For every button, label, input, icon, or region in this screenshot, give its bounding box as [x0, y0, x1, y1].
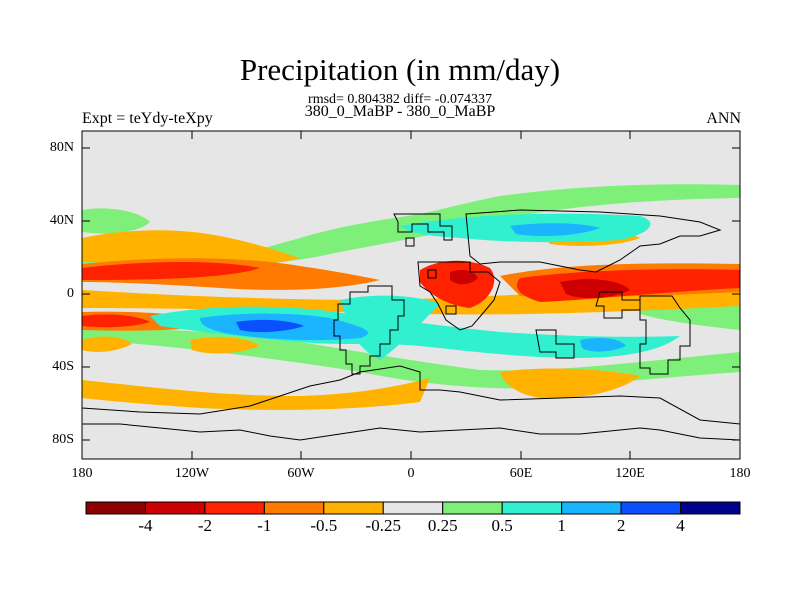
coast-north-america — [393, 213, 453, 241]
colorbar-label: -0.25 — [365, 516, 401, 535]
contour-orange-blob2 — [82, 336, 132, 352]
lon-tick-120w: 120W — [174, 466, 210, 481]
precip-contours — [82, 184, 740, 410]
contour-blue-north — [510, 223, 600, 236]
colorbar-swatch — [501, 501, 563, 515]
colorbar-swatch — [442, 501, 503, 515]
colorbar-label: -4 — [138, 516, 153, 535]
colorbar-swatch — [680, 501, 741, 515]
colorbar-swatch — [561, 501, 622, 515]
lon-tick-180-west: 180 — [71, 466, 93, 481]
colorbar-swatch — [263, 501, 325, 515]
colorbar-label: 2 — [616, 516, 626, 535]
lat-tick-80s: 80S — [52, 432, 74, 447]
colorbar-label: -1 — [257, 516, 272, 535]
coastlines — [82, 209, 740, 441]
coast-small-islands — [405, 237, 457, 315]
colorbar-swatch — [620, 501, 682, 515]
coast-antarctica — [82, 365, 740, 441]
colorbar-swatch — [85, 501, 146, 515]
colorbar-swatch — [323, 501, 384, 515]
coast-africa — [417, 261, 501, 331]
contour-orange-sh2 — [500, 368, 640, 399]
lat-tick-0: 0 — [67, 286, 74, 301]
season-label: ANN — [706, 110, 741, 127]
coast-australia — [639, 295, 691, 375]
contour-red-west — [82, 262, 260, 280]
contour-blue-se — [580, 338, 626, 352]
lon-tick-120e: 120E — [615, 466, 645, 481]
coast-south-america — [333, 285, 405, 375]
colorbar-label: 0.25 — [427, 516, 458, 535]
colorbar-label: 1 — [557, 516, 566, 535]
contour-darkblue — [236, 319, 304, 333]
axis-ticks — [82, 131, 740, 459]
rmsd-diff-stats: rmsd= 0.804382 diff= -0.074337 — [308, 92, 492, 107]
map-title: Precipitation (in mm/day) — [239, 52, 561, 87]
contour-red-indian — [560, 279, 630, 299]
expt-label: Expt = teYdy-teXpy — [82, 110, 213, 127]
contour-darkred-africa — [450, 270, 478, 285]
lon-tick-60e: 60E — [509, 466, 533, 481]
contour-red-africa — [420, 260, 495, 308]
colorbar-label: -0.5 — [310, 516, 338, 535]
lat-tick-40n: 40N — [49, 213, 74, 228]
colorbar-swatch — [382, 501, 444, 515]
contour-orange-nh — [82, 230, 300, 267]
lon-tick-0: 0 — [407, 466, 415, 481]
lat-tick-80n: 80N — [49, 140, 74, 155]
contour-orange-sh — [82, 378, 430, 410]
colorbar-label: -2 — [197, 516, 212, 535]
colorbar-label: 4 — [676, 516, 685, 535]
lon-tick-60w: 60W — [287, 466, 315, 481]
contour-red-sh-west — [82, 314, 150, 328]
experiment-subtitle: 380_0_MaBP - 380_0_MaBP — [304, 103, 496, 120]
lon-tick-180-east: 180 — [729, 466, 751, 481]
lat-tick-40s: 40S — [52, 359, 74, 374]
colorbar-label: 0.5 — [491, 516, 513, 535]
contour-cyan-cross — [340, 295, 440, 360]
colorbar-swatch — [204, 501, 265, 515]
colorbar-swatch — [144, 501, 206, 515]
contour-green-west — [82, 208, 150, 234]
coast-australia-inner — [535, 329, 575, 359]
contour-orange-blob1 — [190, 337, 260, 354]
coast-maritime-continent — [595, 291, 641, 319]
coast-eurasia — [465, 209, 722, 273]
